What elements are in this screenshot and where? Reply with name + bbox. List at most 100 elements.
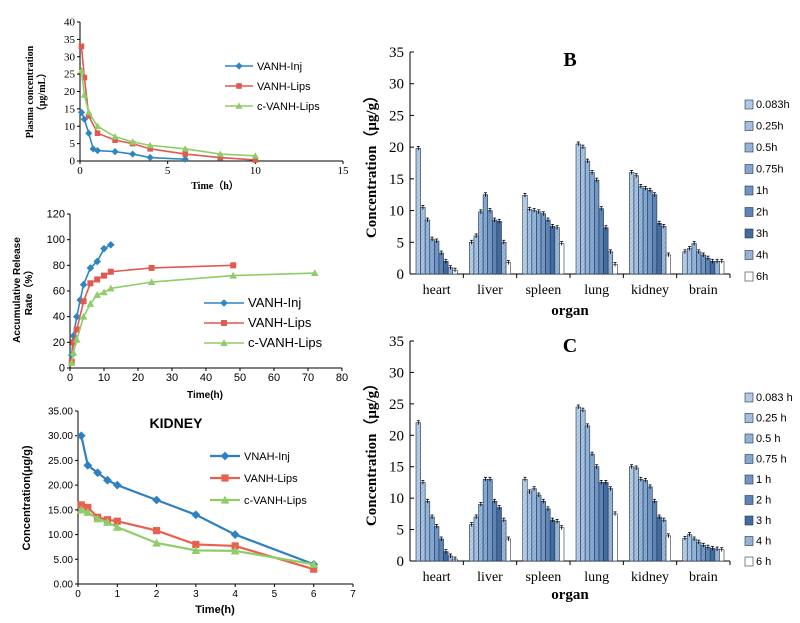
- bar: [522, 195, 528, 275]
- y-axis-label: Accumulative Release: [12, 237, 23, 343]
- data-point: [146, 153, 154, 162]
- data-point: [87, 280, 94, 287]
- x-tick-label: 6: [311, 589, 317, 600]
- bar: [482, 194, 489, 275]
- bar: [686, 534, 693, 562]
- bar: [531, 210, 537, 275]
- data-point: [129, 150, 137, 158]
- plasma-concentration-chart: 0 5 10 15 20 25 30 35 40 0 5 10 15 Time（h） Plasma conc…: [25, 17, 349, 193]
- legend-label: 3h: [756, 228, 768, 240]
- legend-swatch: [744, 164, 754, 174]
- y-tick-label: 10: [389, 204, 404, 220]
- y-tick-label: 40: [53, 311, 65, 323]
- data-point: [100, 244, 108, 253]
- data-point: [216, 150, 224, 157]
- data-point: [112, 480, 122, 490]
- legend-swatch: [744, 413, 754, 423]
- data-point: [182, 151, 188, 157]
- data-point: [152, 495, 161, 505]
- y-tick-label: 25: [389, 397, 404, 413]
- bar: [575, 406, 581, 562]
- legend-swatch: [744, 99, 754, 110]
- bar: [665, 535, 671, 562]
- bar: [638, 186, 644, 275]
- bar: [661, 519, 667, 562]
- legend-label: 0.25 h: [756, 413, 787, 425]
- data-point: [93, 146, 102, 155]
- x-axis-label: Time（h）: [191, 179, 239, 192]
- data-point: [80, 115, 88, 123]
- legend-label: VANH-Inj: [248, 295, 301, 310]
- data-point: [111, 133, 119, 140]
- data-point: [78, 43, 85, 50]
- data-point: [230, 530, 240, 539]
- data-point: [83, 507, 93, 516]
- x-tick-label: spleen: [525, 570, 561, 585]
- y-tick-label: 35: [389, 45, 404, 61]
- bar: [629, 172, 635, 275]
- y-tick-label: 5: [397, 523, 405, 539]
- data-point: [310, 565, 318, 573]
- y-tick-label: 40: [64, 17, 76, 29]
- bar: [540, 500, 546, 562]
- bar: [642, 188, 649, 275]
- legend-swatch: [744, 250, 754, 260]
- x-tick-label: 30: [166, 372, 178, 384]
- legend-marker: [220, 339, 228, 346]
- bar: [686, 248, 693, 275]
- x-tick-label: 70: [302, 372, 314, 384]
- y-tick-label: 30: [389, 77, 404, 93]
- data-point: [85, 129, 93, 137]
- legend-label: 0.25h: [756, 121, 784, 133]
- data-point: [77, 108, 86, 116]
- bar: [487, 478, 493, 562]
- bar: [491, 219, 498, 275]
- y-tick-label: 20: [389, 428, 404, 444]
- data-point: [217, 154, 224, 161]
- bar: [656, 222, 662, 275]
- bar: [434, 240, 440, 275]
- bar: [496, 507, 502, 562]
- bar: [501, 519, 507, 562]
- y-axis-label: Concentration（μg/g）: [362, 88, 380, 238]
- data-point: [73, 326, 80, 333]
- x-tick-label: 2: [154, 589, 160, 600]
- x-tick-label: 0: [75, 589, 81, 600]
- data-point: [94, 276, 101, 283]
- legend-swatch: [744, 536, 754, 546]
- data-point: [79, 312, 88, 320]
- y-tick-label: 5: [397, 235, 405, 251]
- y-tick-label: 15.00: [48, 505, 73, 516]
- data-point: [83, 460, 93, 470]
- bar: [612, 513, 618, 562]
- x-tick-label: brain: [689, 283, 718, 298]
- bar: [549, 519, 556, 562]
- data-point: [113, 517, 121, 525]
- data-point: [76, 505, 86, 514]
- bar: [594, 179, 600, 275]
- x-axis-label: Time(h): [187, 390, 223, 400]
- chart-title: B: [563, 49, 576, 71]
- data-point: [107, 241, 115, 249]
- x-tick-label: kidney: [631, 570, 669, 585]
- bar: [429, 238, 435, 275]
- data-point: [85, 108, 93, 116]
- bar: [438, 538, 444, 562]
- x-tick-label: brain: [689, 570, 718, 585]
- bar: [651, 500, 658, 562]
- bar: [559, 527, 565, 562]
- bar: [434, 526, 440, 562]
- data-point: [229, 271, 237, 279]
- bar: [584, 160, 591, 275]
- data-point: [93, 468, 103, 478]
- legend-swatch: [744, 433, 754, 444]
- y-tick-label: 35: [64, 34, 76, 46]
- data-point: [311, 269, 319, 277]
- x-tick-label: 40: [200, 372, 212, 384]
- bar: [700, 544, 706, 562]
- bar: [473, 516, 479, 562]
- bar: [642, 480, 649, 562]
- bar: [478, 504, 484, 562]
- bar: [438, 252, 444, 275]
- legend-label: 1h: [756, 185, 768, 197]
